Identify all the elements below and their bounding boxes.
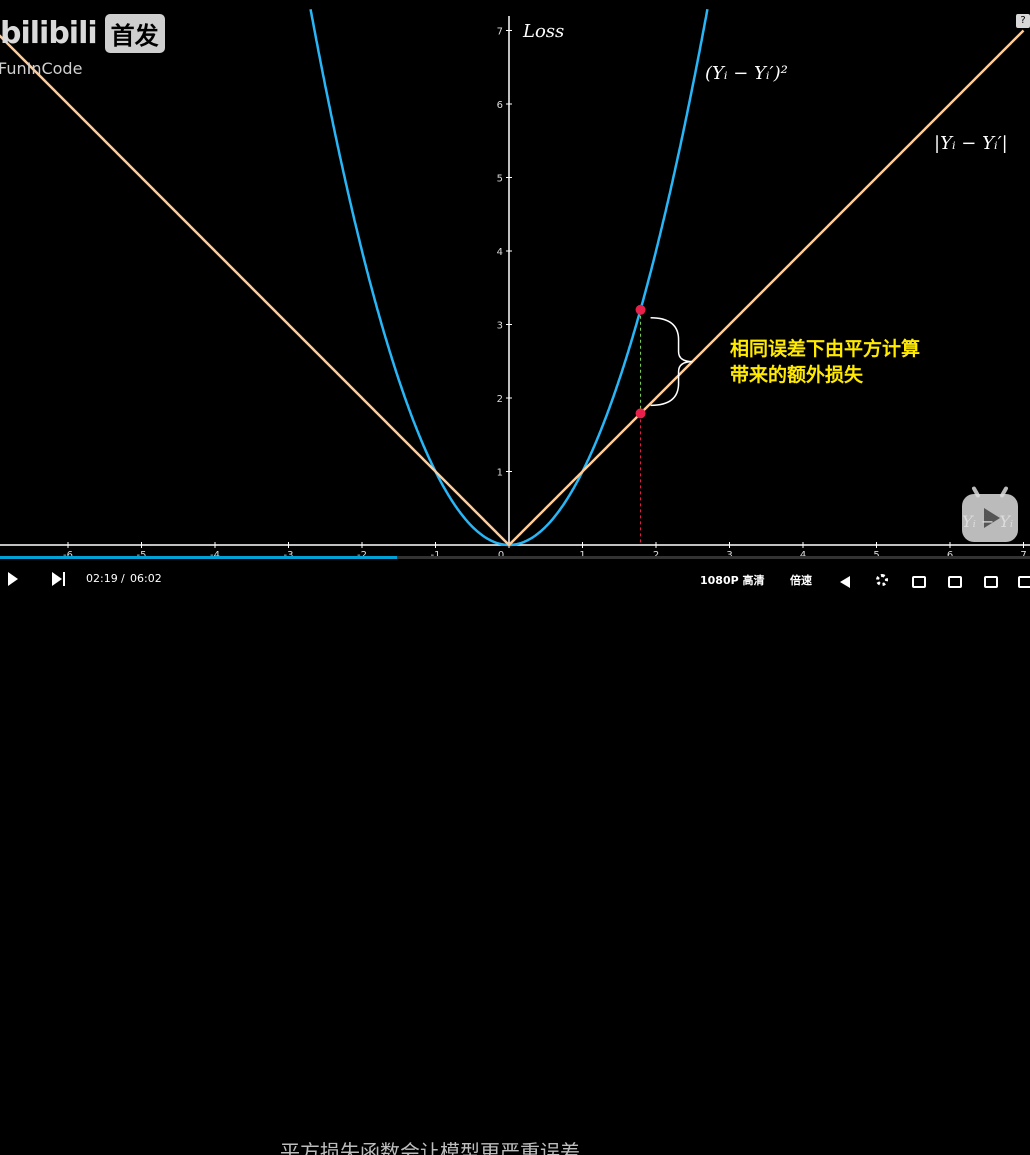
tv-mascot-icon[interactable] <box>962 494 1018 542</box>
x-tick-label: 7 <box>1020 550 1026 561</box>
extra-loss-annotation: 相同误差下由平方计算 带来的额外损失 <box>730 336 920 388</box>
widescreen-icon[interactable] <box>948 576 962 588</box>
settings-gear-icon[interactable] <box>876 574 888 586</box>
squared-loss-label: (Yᵢ − Yᵢ′)² <box>705 63 788 84</box>
help-icon[interactable]: ? <box>1016 14 1030 28</box>
x-tick-label: -5 <box>137 550 147 561</box>
player-controls: 02:19 / 06:02 平方损失函数会让模型更严重误差 1080P 高清 倍… <box>0 566 1030 1155</box>
x-tick-label: 4 <box>800 550 806 561</box>
subtitle-text: 平方损失函数会让模型更严重误差 <box>280 1140 580 1155</box>
logo-text: bilibili <box>0 16 98 51</box>
y-tick-label: 7 <box>497 27 503 38</box>
x-tick-label: 1 <box>579 550 585 561</box>
uploader-name: FunInCode <box>0 59 83 78</box>
y-tick-label: 2 <box>497 394 503 405</box>
y-tick-label: 3 <box>497 321 503 332</box>
video-stage: -6 -5 -4 -3 -2 -1 0 1 2 3 4 5 6 7 1 2 3 4 5 6 7 Loss bilibili… <box>0 0 1030 589</box>
y-tick-label: 5 <box>497 174 503 185</box>
pip-icon[interactable] <box>912 576 926 588</box>
time-current: 02:19 <box>86 572 118 585</box>
play-icon <box>984 508 1000 528</box>
time-total: 06:02 <box>130 572 162 585</box>
absolute-loss-curve <box>0 29 1025 547</box>
quality-button[interactable]: 1080P 高清 <box>700 574 765 587</box>
y-tick-label: 4 <box>497 247 503 258</box>
x-tick-label: 6 <box>947 550 953 561</box>
absolute-loss-point <box>635 408 646 419</box>
home-badge: 首发 <box>104 14 165 53</box>
next-bar-icon <box>63 572 65 586</box>
prev-icon[interactable] <box>8 572 18 586</box>
x-tick-label: -6 <box>63 550 73 561</box>
x-tick-label: 0 <box>498 550 504 561</box>
x-tick-label: -1 <box>431 550 441 561</box>
absolute-loss-label: |Yᵢ − Yᵢ′| <box>934 133 1008 154</box>
web-fullscreen-icon[interactable] <box>984 576 998 588</box>
volume-icon[interactable] <box>840 576 850 588</box>
y-tick-label: 6 <box>497 100 503 111</box>
x-tick-label: -3 <box>284 550 294 561</box>
bilibili-logo: bilibili 首发 <box>0 14 165 53</box>
y-axis-label: Loss <box>522 21 564 42</box>
bilibili-watermark: bilibili 首发 FunInCode <box>0 14 165 78</box>
curly-brace <box>650 317 693 407</box>
squared-loss-point <box>635 304 646 315</box>
mascot-formula-label: Yᵢ − Yᵢ <box>962 512 1014 531</box>
progress-bar[interactable] <box>0 556 1030 559</box>
speed-button[interactable]: 倍速 <box>790 574 812 587</box>
loss-chart: -6 -5 -4 -3 -2 -1 0 1 2 3 4 5 6 7 1 2 3 4 5 6 7 Loss <box>0 8 1030 561</box>
annotation-line-2: 带来的额外损失 <box>730 364 864 386</box>
progress-fill <box>0 556 397 559</box>
fullscreen-icon[interactable] <box>1018 576 1030 588</box>
y-tick-label: 1 <box>497 468 503 479</box>
x-tick-label: 3 <box>726 550 732 561</box>
x-tick-label: 5 <box>873 550 879 561</box>
time-separator: / <box>121 572 125 585</box>
next-icon[interactable] <box>52 572 62 586</box>
x-tick-label: -4 <box>210 550 220 561</box>
x-tick-label: 2 <box>653 550 659 561</box>
annotation-line-1: 相同误差下由平方计算 <box>730 338 921 360</box>
x-tick-label: -2 <box>357 550 367 561</box>
